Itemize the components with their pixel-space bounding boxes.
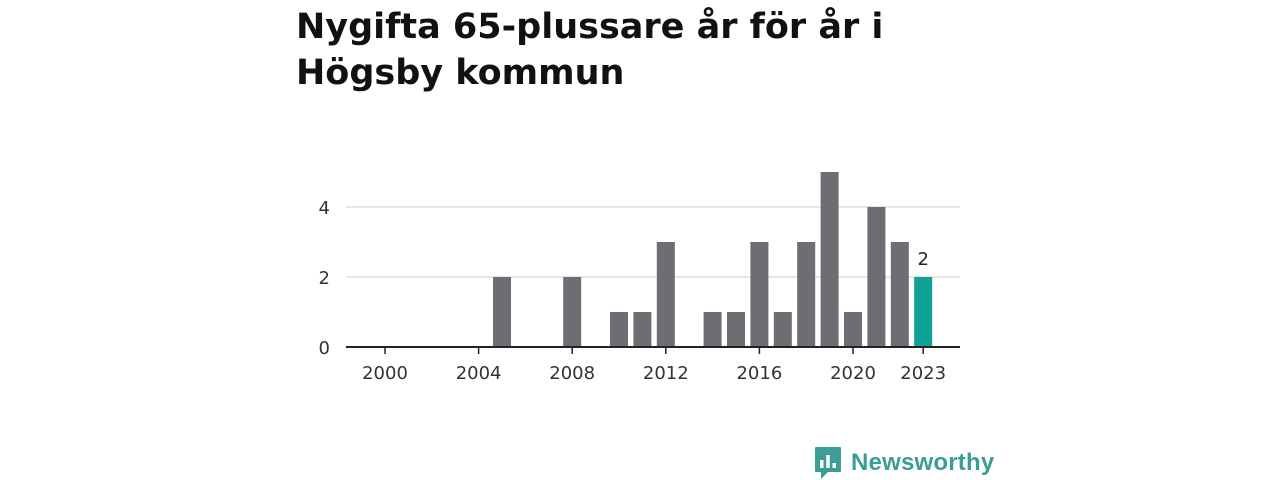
bar [844, 312, 862, 347]
x-tick-label: 2004 [456, 363, 502, 384]
x-tick-label: 2012 [643, 363, 689, 384]
bar [563, 277, 582, 347]
data-label: 2 [917, 249, 928, 270]
bar [656, 242, 675, 347]
bar [867, 207, 886, 347]
bar [773, 312, 792, 347]
bar-highlighted [914, 277, 933, 347]
y-tick-label: 0 [319, 338, 330, 359]
bar [820, 172, 839, 347]
bar [633, 312, 652, 347]
brand-logo: Newsworthy [814, 446, 994, 480]
x-tick-label: 2000 [362, 363, 408, 384]
y-tick-label: 2 [319, 268, 330, 289]
bar [750, 242, 769, 347]
x-tick-label: 2008 [549, 363, 595, 384]
bar [610, 312, 628, 347]
chart-title: Nygifta 65-plussare år för år i Högsby k… [296, 7, 884, 93]
bar [703, 312, 722, 347]
bar [493, 277, 511, 347]
bar [727, 312, 745, 347]
bar-chart-speech-bubble-icon [815, 447, 841, 479]
x-tick-label: 2020 [830, 363, 876, 384]
x-tick-label: 2023 [900, 363, 946, 384]
bar [797, 242, 816, 347]
bar [890, 242, 909, 347]
x-tick-label: 2016 [736, 363, 782, 384]
brand-name: Newsworthy [851, 449, 995, 476]
y-tick-label: 4 [319, 198, 330, 219]
bar-chart: 0 2 4 2 2000 2004 2008 2012 2016 2020 2023 [319, 172, 960, 384]
